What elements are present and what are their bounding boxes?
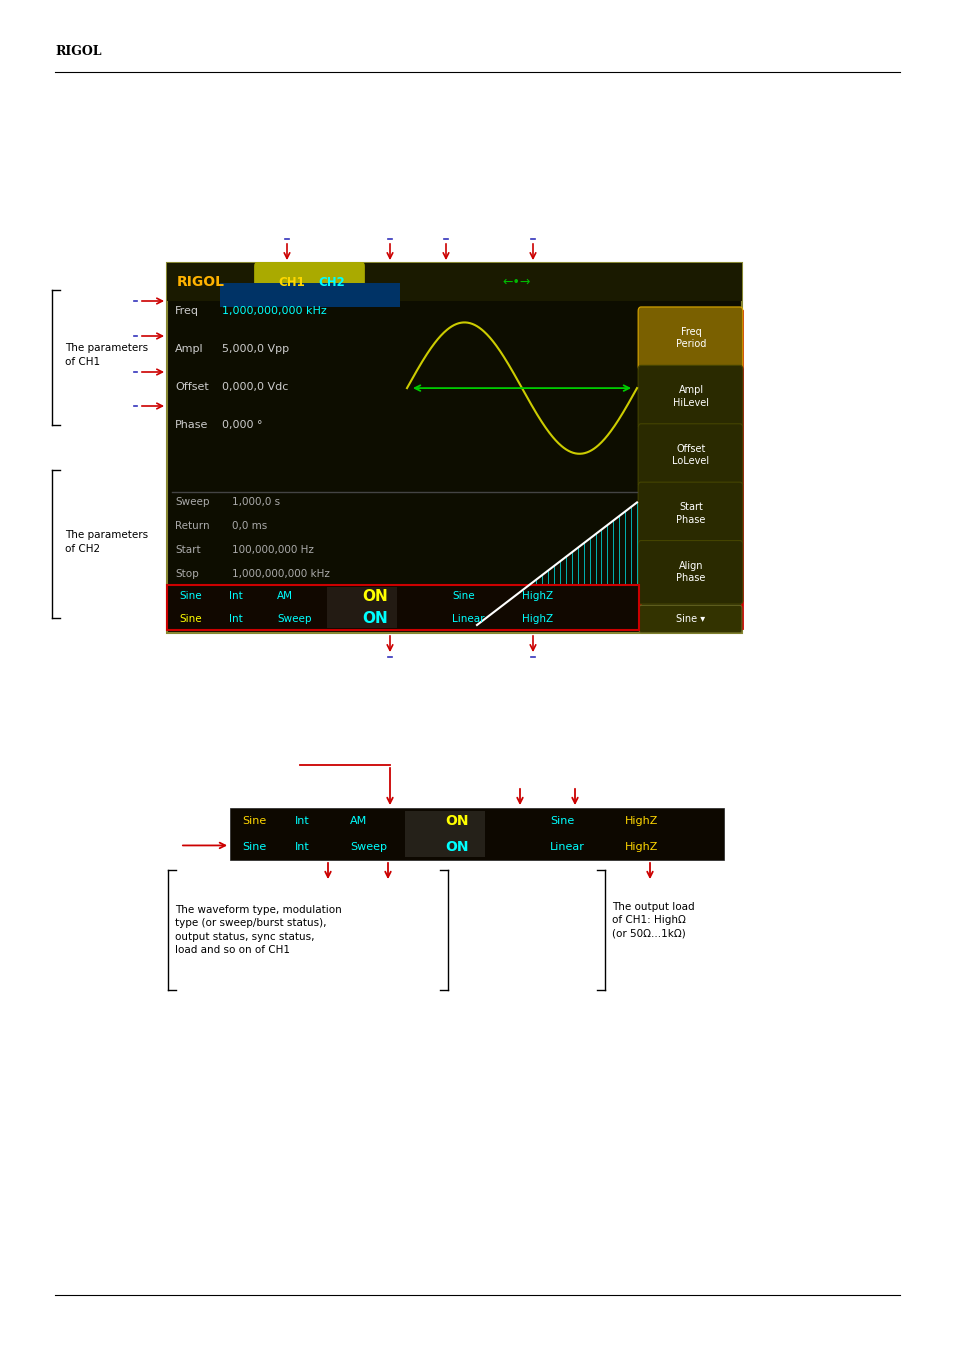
Text: Int: Int — [294, 842, 310, 852]
Text: Sweep: Sweep — [350, 842, 387, 852]
Text: Phase: Phase — [174, 421, 208, 430]
Text: Int: Int — [229, 592, 242, 601]
Text: Freq: Freq — [174, 306, 199, 315]
Text: AM: AM — [350, 816, 367, 826]
Text: Mark: Mark — [174, 593, 200, 604]
Text: Start: Start — [174, 546, 200, 555]
Text: Sine: Sine — [179, 613, 201, 624]
Text: The parameters
of CH2: The parameters of CH2 — [65, 530, 148, 554]
Text: RIGOL: RIGOL — [55, 44, 101, 58]
Text: 0,000,0 Vdc: 0,000,0 Vdc — [222, 381, 288, 392]
Text: Offset
LoLevel: Offset LoLevel — [672, 443, 709, 466]
Text: Sine: Sine — [242, 842, 266, 852]
Text: Sine: Sine — [550, 816, 574, 826]
Bar — [405, 810, 484, 857]
Text: AM: AM — [276, 592, 293, 601]
Bar — [167, 585, 639, 630]
Text: HighZ: HighZ — [624, 842, 658, 852]
Text: Sine ▾: Sine ▾ — [676, 613, 705, 624]
Text: Align
Phase: Align Phase — [676, 561, 705, 582]
Text: RIGOL: RIGOL — [177, 275, 225, 288]
Text: Sweep: Sweep — [174, 497, 210, 507]
Bar — [230, 807, 723, 860]
Text: Int: Int — [294, 816, 310, 826]
Text: Offset: Offset — [174, 381, 209, 392]
FancyBboxPatch shape — [638, 541, 742, 604]
Text: ON: ON — [361, 611, 387, 627]
Text: ON: ON — [444, 840, 468, 855]
Text: HighZ: HighZ — [521, 592, 553, 601]
Text: 0,0 ms: 0,0 ms — [232, 522, 267, 531]
Text: Ampl: Ampl — [174, 344, 203, 355]
Text: 0,000 °: 0,000 ° — [222, 421, 262, 430]
Text: HighZ: HighZ — [624, 816, 658, 826]
Text: Stop: Stop — [174, 569, 198, 580]
Text: Linear: Linear — [550, 842, 584, 852]
Text: Return: Return — [174, 522, 210, 531]
Bar — [220, 283, 399, 307]
Text: Sine: Sine — [242, 816, 266, 826]
Bar — [167, 263, 741, 634]
Text: 1,000,000,000 kHz: 1,000,000,000 kHz — [232, 569, 330, 580]
Text: The waveform type, modulation
type (or sweep/burst status),
output status, sync : The waveform type, modulation type (or s… — [174, 906, 341, 954]
Text: The parameters
of CH1: The parameters of CH1 — [65, 344, 148, 367]
FancyBboxPatch shape — [639, 605, 741, 632]
Text: 5,000,0 Vpp: 5,000,0 Vpp — [222, 344, 289, 355]
Text: CH1: CH1 — [278, 275, 305, 288]
Text: HighZ: HighZ — [521, 613, 553, 624]
Text: Ampl
HiLevel: Ampl HiLevel — [672, 386, 708, 408]
Text: Int: Int — [229, 613, 242, 624]
Text: Sine: Sine — [452, 592, 475, 601]
Text: OFF: OFF — [232, 593, 252, 604]
Bar — [327, 588, 396, 628]
Text: Freq
Period: Freq Period — [675, 328, 705, 349]
Bar — [639, 311, 741, 628]
Text: Linear: Linear — [452, 613, 484, 624]
FancyBboxPatch shape — [253, 262, 364, 302]
Text: Start
Phase: Start Phase — [676, 503, 705, 524]
Text: Sweep: Sweep — [276, 613, 312, 624]
FancyBboxPatch shape — [638, 307, 742, 371]
FancyBboxPatch shape — [638, 423, 742, 487]
Text: 100,000,000 Hz: 100,000,000 Hz — [232, 546, 314, 555]
Bar — [167, 263, 741, 301]
Text: The output load
of CH1: HighΩ
(or 50Ω...1kΩ): The output load of CH1: HighΩ (or 50Ω...… — [612, 902, 694, 938]
Text: CH2: CH2 — [318, 275, 345, 288]
Text: ON: ON — [444, 814, 468, 828]
Text: ON: ON — [361, 589, 387, 604]
Text: 1,000,000,000 kHz: 1,000,000,000 kHz — [222, 306, 327, 315]
Text: ←•→: ←•→ — [502, 275, 531, 288]
Text: 1,000,0 s: 1,000,0 s — [232, 497, 280, 507]
Text: Sine: Sine — [179, 592, 201, 601]
FancyBboxPatch shape — [638, 483, 742, 546]
FancyBboxPatch shape — [638, 365, 742, 429]
